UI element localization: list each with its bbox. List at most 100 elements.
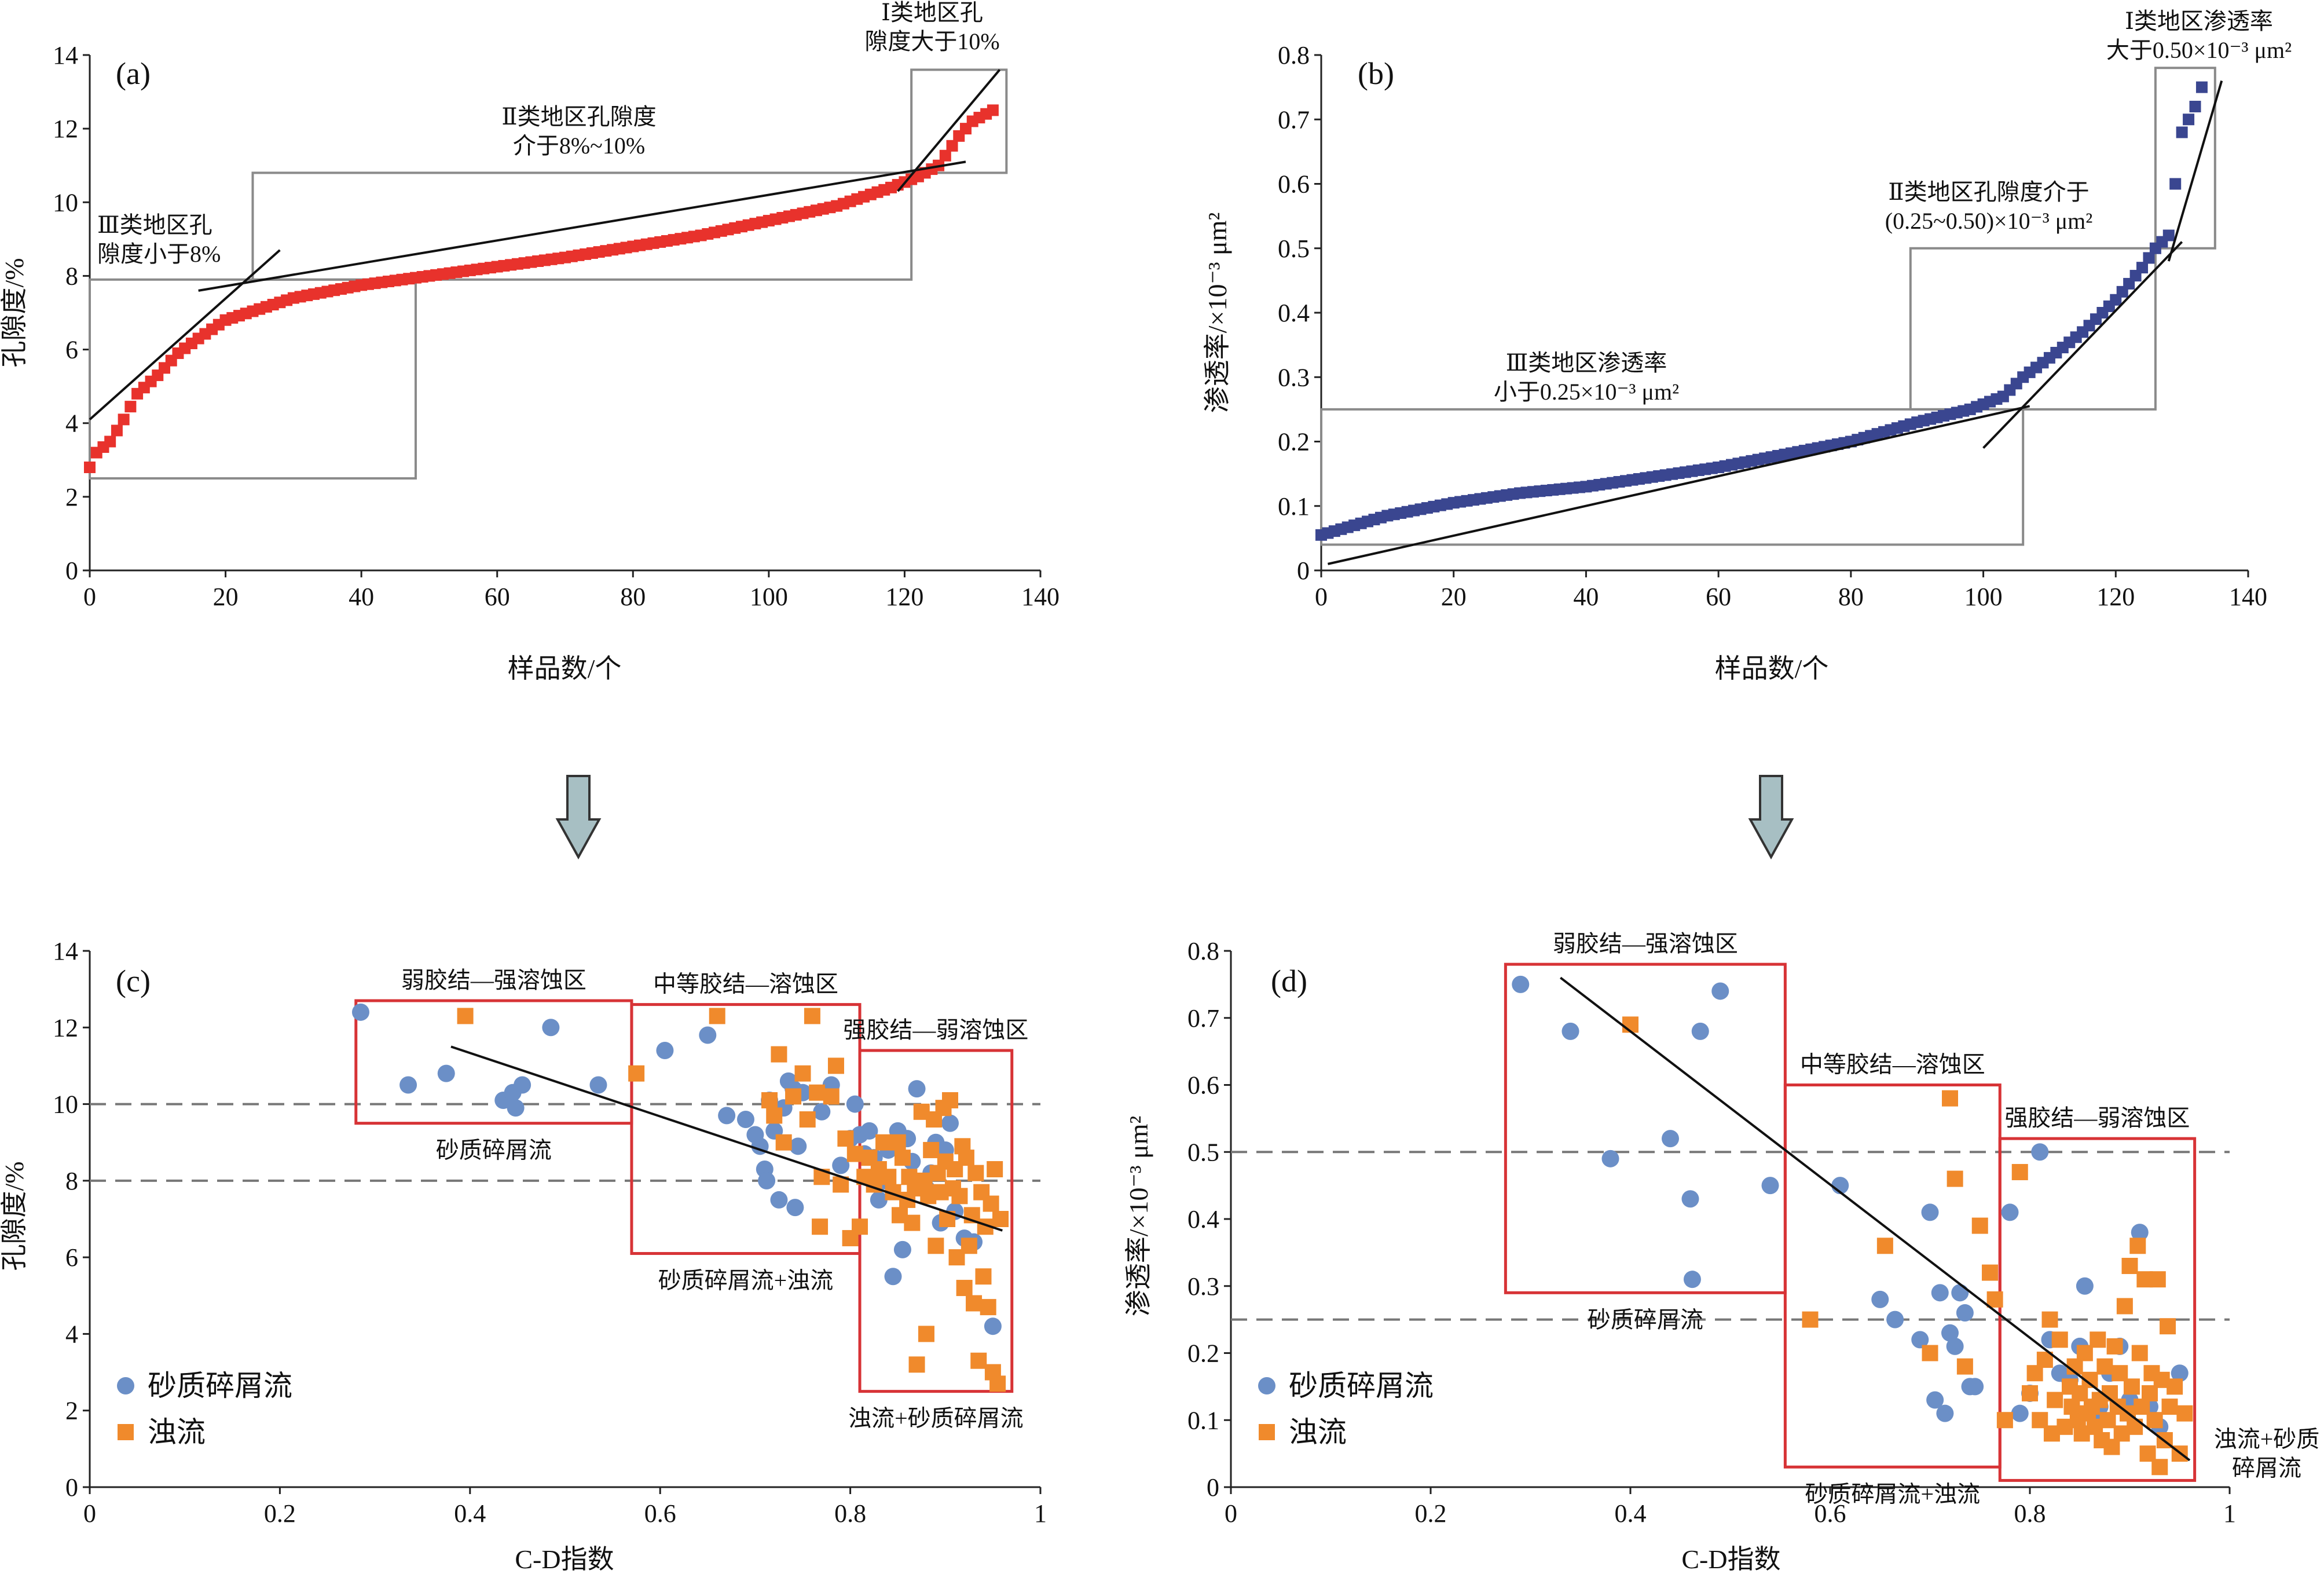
- data-point: [992, 1211, 1009, 1227]
- data-point: [1561, 1022, 1579, 1040]
- x-tick-label: 20: [213, 583, 239, 611]
- y-tick-label: 0.5: [1278, 235, 1310, 263]
- data-point: [628, 1065, 645, 1082]
- data-point: [908, 1356, 925, 1373]
- data-point: [2051, 1331, 2068, 1348]
- data-point: [961, 1238, 977, 1254]
- zone-box: [1998, 1137, 2197, 1482]
- x-tick-label: 0: [83, 1499, 96, 1528]
- data-point: [399, 1076, 417, 1094]
- zone-title: 弱胶结—强溶蚀区: [1553, 931, 1738, 957]
- trend-line: [198, 160, 966, 292]
- data-point: [893, 1240, 911, 1258]
- data-point: [2189, 101, 2201, 112]
- trend-line: [450, 1045, 1003, 1232]
- data-point: [1681, 1190, 1699, 1208]
- data-point: [2149, 1271, 2166, 1288]
- data-point: [2047, 1392, 2063, 1408]
- data-point: [2176, 1405, 2193, 1422]
- data-point: [852, 1218, 868, 1235]
- data-point: [1802, 1311, 1819, 1328]
- data-point: [2160, 1318, 2176, 1335]
- data-point: [1936, 1404, 1954, 1422]
- data-point: [980, 1299, 996, 1316]
- data-point: [2090, 1331, 2106, 1348]
- data-point: [1956, 1358, 1973, 1375]
- y-tick-label: 2: [65, 483, 78, 511]
- data-point: [875, 1134, 892, 1151]
- data-point: [111, 424, 123, 437]
- data-point: [1996, 1412, 2013, 1429]
- annotation-text: (0.25~0.50)×10⁻³ μm²: [1885, 208, 2093, 234]
- data-point: [984, 1317, 1002, 1335]
- annotation-text: 隙度小于8%: [97, 241, 221, 267]
- x-axis-label: 样品数/个: [508, 654, 622, 683]
- y-tick-label: 0: [65, 1473, 78, 1502]
- data-point: [2001, 1203, 2019, 1221]
- data-point: [761, 1092, 778, 1108]
- zone-bottom-label: 浊流+砂质碎屑流: [848, 1405, 1024, 1432]
- zone-bottom-label: 砂质碎屑流: [436, 1137, 552, 1163]
- data-point: [809, 1084, 826, 1101]
- data-point: [775, 1134, 792, 1151]
- chart-panel-a: 0 20 40 60 80 100 120 140 0 2 4 6 8 10 12 14 样品数/个 孔隙度/% (…: [0, 0, 1060, 683]
- zone-title: 中等胶结—溶蚀区: [653, 971, 838, 997]
- data-point: [941, 1114, 959, 1132]
- data-point: [1942, 1090, 1958, 1107]
- x-tick-label: 0.2: [1415, 1499, 1447, 1528]
- zone-box: [1504, 962, 1787, 1294]
- data-point: [1921, 1203, 1939, 1221]
- x-tick-label: 60: [485, 583, 510, 611]
- y-tick-label: 0.8: [1278, 41, 1310, 69]
- trend-line: [1560, 976, 2191, 1462]
- zone-box: [1783, 1084, 2002, 1469]
- data-point: [951, 1188, 968, 1205]
- y-tick-label: 6: [65, 1243, 78, 1272]
- data-point: [771, 1046, 787, 1063]
- data-point: [1931, 1284, 1949, 1302]
- data-point: [827, 1057, 844, 1074]
- y-axis-label: 孔隙度/%: [0, 1161, 29, 1271]
- data-point: [118, 413, 130, 426]
- x-tick-label: 140: [2229, 583, 2267, 611]
- data-point: [507, 1099, 525, 1117]
- y-tick-label: 10: [53, 188, 78, 217]
- data-point: [1926, 1391, 1944, 1409]
- x-axis-label: C-D指数: [515, 1544, 614, 1574]
- y-tick-label: 0.1: [1187, 1406, 1219, 1434]
- y-tick-label: 0: [1297, 557, 1310, 585]
- data-point: [351, 1003, 369, 1021]
- y-tick-label: 0.2: [1187, 1339, 1219, 1368]
- y-tick-label: 0.4: [1278, 299, 1310, 327]
- data-point: [846, 1145, 863, 1162]
- data-point: [736, 1111, 754, 1129]
- annotation-text: Ⅱ类地区孔隙度: [501, 104, 656, 130]
- data-point: [656, 1041, 674, 1059]
- annotation-text: Ⅲ类地区孔: [97, 212, 212, 238]
- data-point: [1947, 1170, 1963, 1187]
- data-point: [1941, 1324, 1959, 1342]
- y-axis-label: 孔隙度/%: [0, 258, 29, 367]
- zone-title: 强胶结—弱溶蚀区: [2004, 1105, 2190, 1131]
- x-tick-label: 1: [1034, 1499, 1047, 1528]
- y-tick-label: 0.8: [1187, 937, 1219, 965]
- x-tick-label: 0.8: [834, 1499, 866, 1528]
- data-point: [104, 435, 116, 448]
- data-point: [1986, 1291, 2003, 1308]
- data-point: [918, 1326, 934, 1342]
- panel-label: (d): [1271, 964, 1307, 998]
- data-point: [975, 1268, 992, 1285]
- data-point: [758, 1172, 776, 1189]
- data-point: [983, 1195, 999, 1212]
- zone-bottom-label: 砂质碎屑流+浊流: [1805, 1481, 1981, 1507]
- data-point: [794, 1065, 811, 1082]
- y-tick-label: 0.5: [1187, 1138, 1219, 1166]
- annotation-text: Ⅱ类地区孔隙度介于: [1888, 179, 2089, 205]
- data-point: [2022, 1385, 2038, 1401]
- x-tick-label: 0: [1225, 1499, 1237, 1528]
- data-point: [1761, 1177, 1779, 1195]
- data-point: [2131, 1224, 2149, 1242]
- data-point: [967, 1165, 984, 1181]
- data-point: [1911, 1331, 1929, 1349]
- data-point: [457, 1008, 474, 1024]
